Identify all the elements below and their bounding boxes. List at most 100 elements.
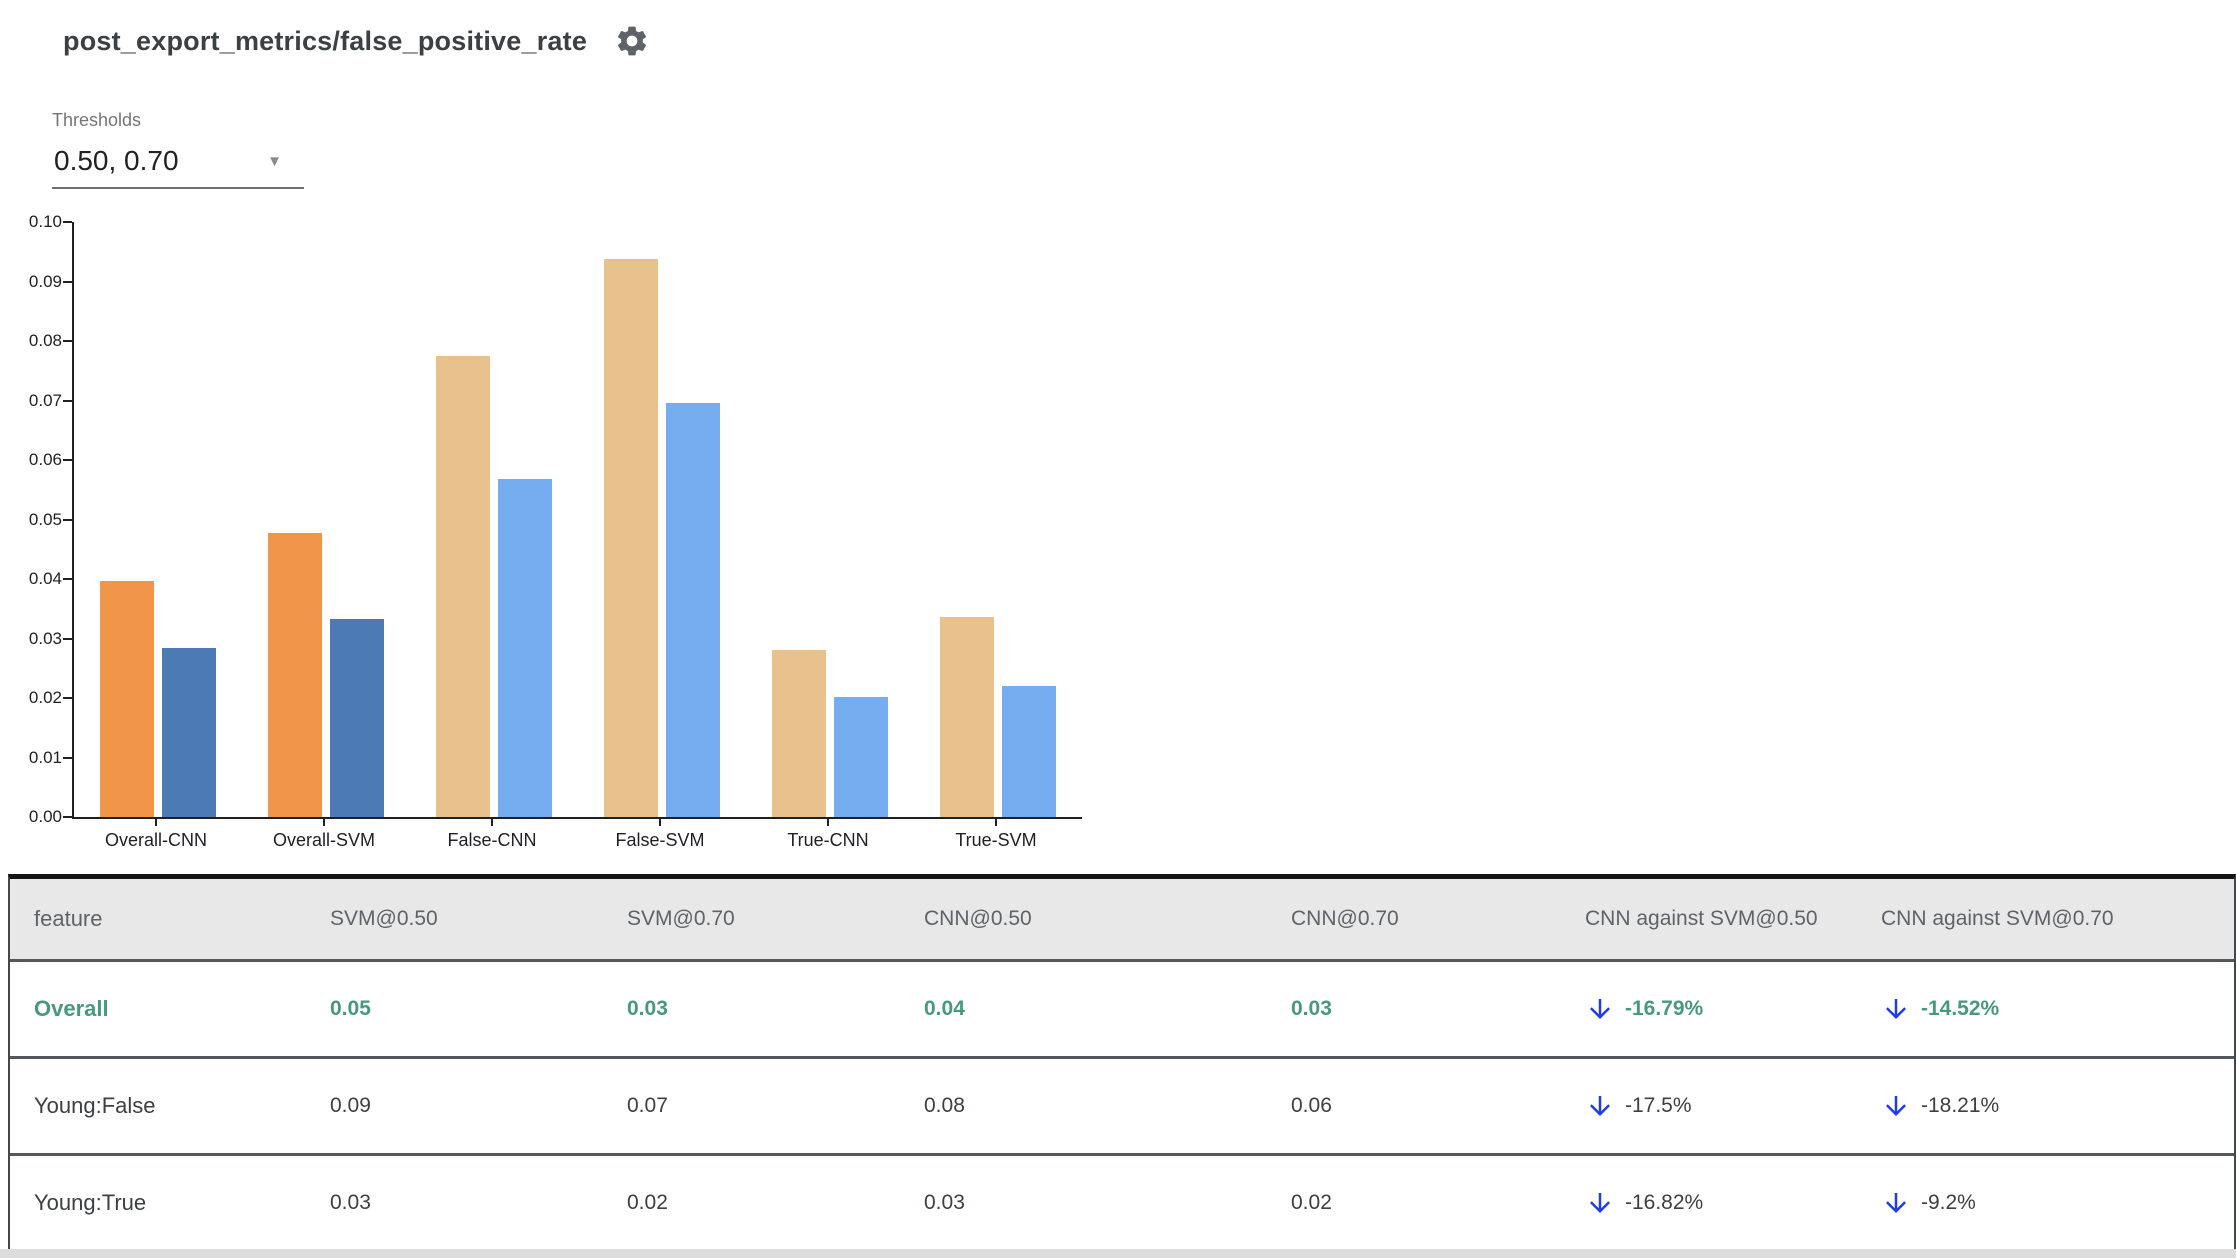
bar-True-CNN-t70[interactable]	[834, 697, 888, 817]
plot-area	[72, 222, 1082, 819]
y-tick-mark	[63, 399, 72, 402]
y-tick-mark	[63, 518, 72, 521]
table-header-cell: feature	[34, 906, 103, 931]
table-header-cell: CNN@0.50	[924, 907, 1032, 930]
metrics-table: feature SVM@0.50 SVM@0.70 CNN@0.50 CNN@0.70 C…	[8, 874, 2236, 1255]
arrow-down-icon	[1590, 999, 1610, 1019]
delta-cell: -14.52%	[1881, 994, 2234, 1024]
x-tick-mark	[323, 817, 325, 826]
table-header-cell: CNN against SVM@0.50	[1585, 907, 1818, 930]
delta-value: -16.79%	[1625, 997, 1704, 1020]
y-tick-label: 0.05	[28, 509, 62, 529]
thresholds-label: Thresholds	[52, 110, 142, 130]
y-tick-label: 0.00	[28, 807, 62, 826]
y-tick-label: 0.10	[28, 212, 62, 231]
bar-Overall-SVM-t50[interactable]	[268, 533, 322, 817]
feature-cell: Young:True	[34, 1190, 147, 1215]
x-tick-mark	[659, 817, 661, 826]
y-tick-label: 0.03	[28, 628, 62, 648]
page-title: post_export_metrics/false_positive_rate	[63, 25, 588, 56]
table-header-row: feature SVM@0.50 SVM@0.70 CNN@0.50 CNN@0.70 C…	[10, 879, 2234, 959]
chevron-down-icon: ▼	[267, 152, 282, 170]
bottom-divider	[0, 1249, 2236, 1258]
arrow-down-icon	[1886, 1193, 1906, 1213]
x-tick-label: True-CNN	[787, 830, 869, 850]
bar-True-CNN-t50[interactable]	[772, 650, 826, 817]
x-tick-label: Overall-SVM	[272, 830, 375, 850]
bar-False-CNN-t70[interactable]	[498, 479, 552, 817]
value-cell: 0.03	[924, 1191, 965, 1214]
delta-cell: -17.5%	[1585, 1091, 1881, 1121]
y-tick-mark	[63, 459, 72, 461]
table-header-cell: SVM@0.70	[627, 907, 735, 930]
delta-value: -14.52%	[1921, 997, 2000, 1020]
table-row-Young:False[interactable]: Young:False 0.09 0.07 0.08 0.06 -17.5% -18.21%	[10, 1056, 2234, 1153]
value-cell: 0.02	[1291, 1191, 1332, 1214]
arrow-down-icon	[1590, 1096, 1610, 1116]
x-tick-label: Overall-CNN	[104, 830, 207, 850]
y-tick-mark	[63, 578, 72, 580]
false-positive-rate-bar-chart: 0.00 0.01 0.02 0.03 0.04 0.05 0.06 0.07 0.08 0.09…	[0, 0, 1200, 880]
feature-cell: Young:False	[34, 1093, 156, 1118]
value-cell: 0.02	[627, 1191, 668, 1214]
bar-False-SVM-t70[interactable]	[666, 403, 720, 817]
y-tick-label: 0.06	[28, 450, 62, 469]
delta-cell: -16.82%	[1585, 1188, 1881, 1218]
value-cell: 0.04	[924, 997, 965, 1020]
value-cell: 0.07	[627, 1094, 668, 1117]
table-row-Young:True[interactable]: Young:True 0.03 0.02 0.03 0.02 -16.82% -9.2%	[10, 1153, 2234, 1250]
delta-cell: -16.79%	[1585, 994, 1881, 1024]
table-header-cell: CNN@0.70	[1291, 907, 1399, 930]
bar-Overall-CNN-t50[interactable]	[100, 580, 154, 817]
gear-icon[interactable]	[613, 22, 651, 60]
x-tick-mark	[491, 817, 493, 826]
arrow-down-icon	[1886, 999, 1906, 1019]
delta-value: -18.21%	[1921, 1094, 2000, 1117]
delta-value: -9.2%	[1921, 1191, 1976, 1214]
y-tick-label: 0.08	[28, 331, 62, 350]
thresholds-dropdown[interactable]: Thresholds 0.50, 0.70 ▼	[52, 110, 304, 189]
bar-False-CNN-t50[interactable]	[436, 356, 490, 817]
table-header-cell: SVM@0.50	[330, 907, 438, 930]
y-tick-label: 0.09	[28, 271, 62, 291]
delta-cell: -9.2%	[1881, 1188, 2234, 1218]
x-tick-label: False-SVM	[615, 830, 705, 850]
thresholds-value: 0.50, 0.70	[54, 145, 179, 176]
table-header-cell: CNN against SVM@0.70	[1881, 907, 2114, 930]
y-tick-mark	[63, 697, 72, 699]
arrow-down-icon	[1886, 1096, 1906, 1116]
bar-Overall-SVM-t70[interactable]	[330, 619, 384, 817]
x-tick-label: False-CNN	[447, 830, 537, 850]
feature-cell: Overall	[34, 996, 109, 1021]
y-tick-mark	[63, 637, 72, 640]
value-cell: 0.05	[330, 997, 371, 1020]
x-tick-mark	[995, 817, 997, 826]
bar-False-SVM-t50[interactable]	[604, 258, 658, 817]
y-tick-label: 0.07	[28, 390, 62, 410]
x-tick-mark	[155, 817, 157, 826]
arrow-down-icon	[1590, 1193, 1610, 1213]
value-cell: 0.03	[627, 997, 668, 1020]
delta-value: -16.82%	[1625, 1191, 1704, 1214]
thresholds-control[interactable]: 0.50, 0.70 ▼	[52, 137, 304, 189]
value-cell: 0.09	[330, 1094, 371, 1117]
value-cell: 0.06	[1291, 1094, 1332, 1117]
bar-True-SVM-t50[interactable]	[940, 616, 994, 817]
y-tick-mark	[63, 816, 72, 818]
y-tick-mark	[63, 340, 72, 342]
y-tick-mark	[63, 221, 72, 223]
panel-header: post_export_metrics/false_positive_rate	[63, 22, 651, 60]
bar-True-SVM-t70[interactable]	[1002, 685, 1056, 817]
bar-Overall-CNN-t70[interactable]	[162, 648, 216, 817]
delta-value: -17.5%	[1625, 1094, 1692, 1117]
y-tick-label: 0.02	[28, 688, 62, 707]
x-tick-label: True-SVM	[955, 830, 1037, 850]
y-tick-label: 0.04	[28, 569, 62, 588]
value-cell: 0.03	[1291, 997, 1332, 1020]
value-cell: 0.03	[330, 1191, 371, 1214]
table-row-Overall[interactable]: Overall 0.05 0.03 0.04 0.03 -16.79% -14.52%	[10, 959, 2234, 1056]
delta-cell: -18.21%	[1881, 1091, 2234, 1121]
y-tick-mark	[63, 280, 72, 283]
value-cell: 0.08	[924, 1094, 965, 1117]
y-tick-mark	[63, 756, 72, 759]
